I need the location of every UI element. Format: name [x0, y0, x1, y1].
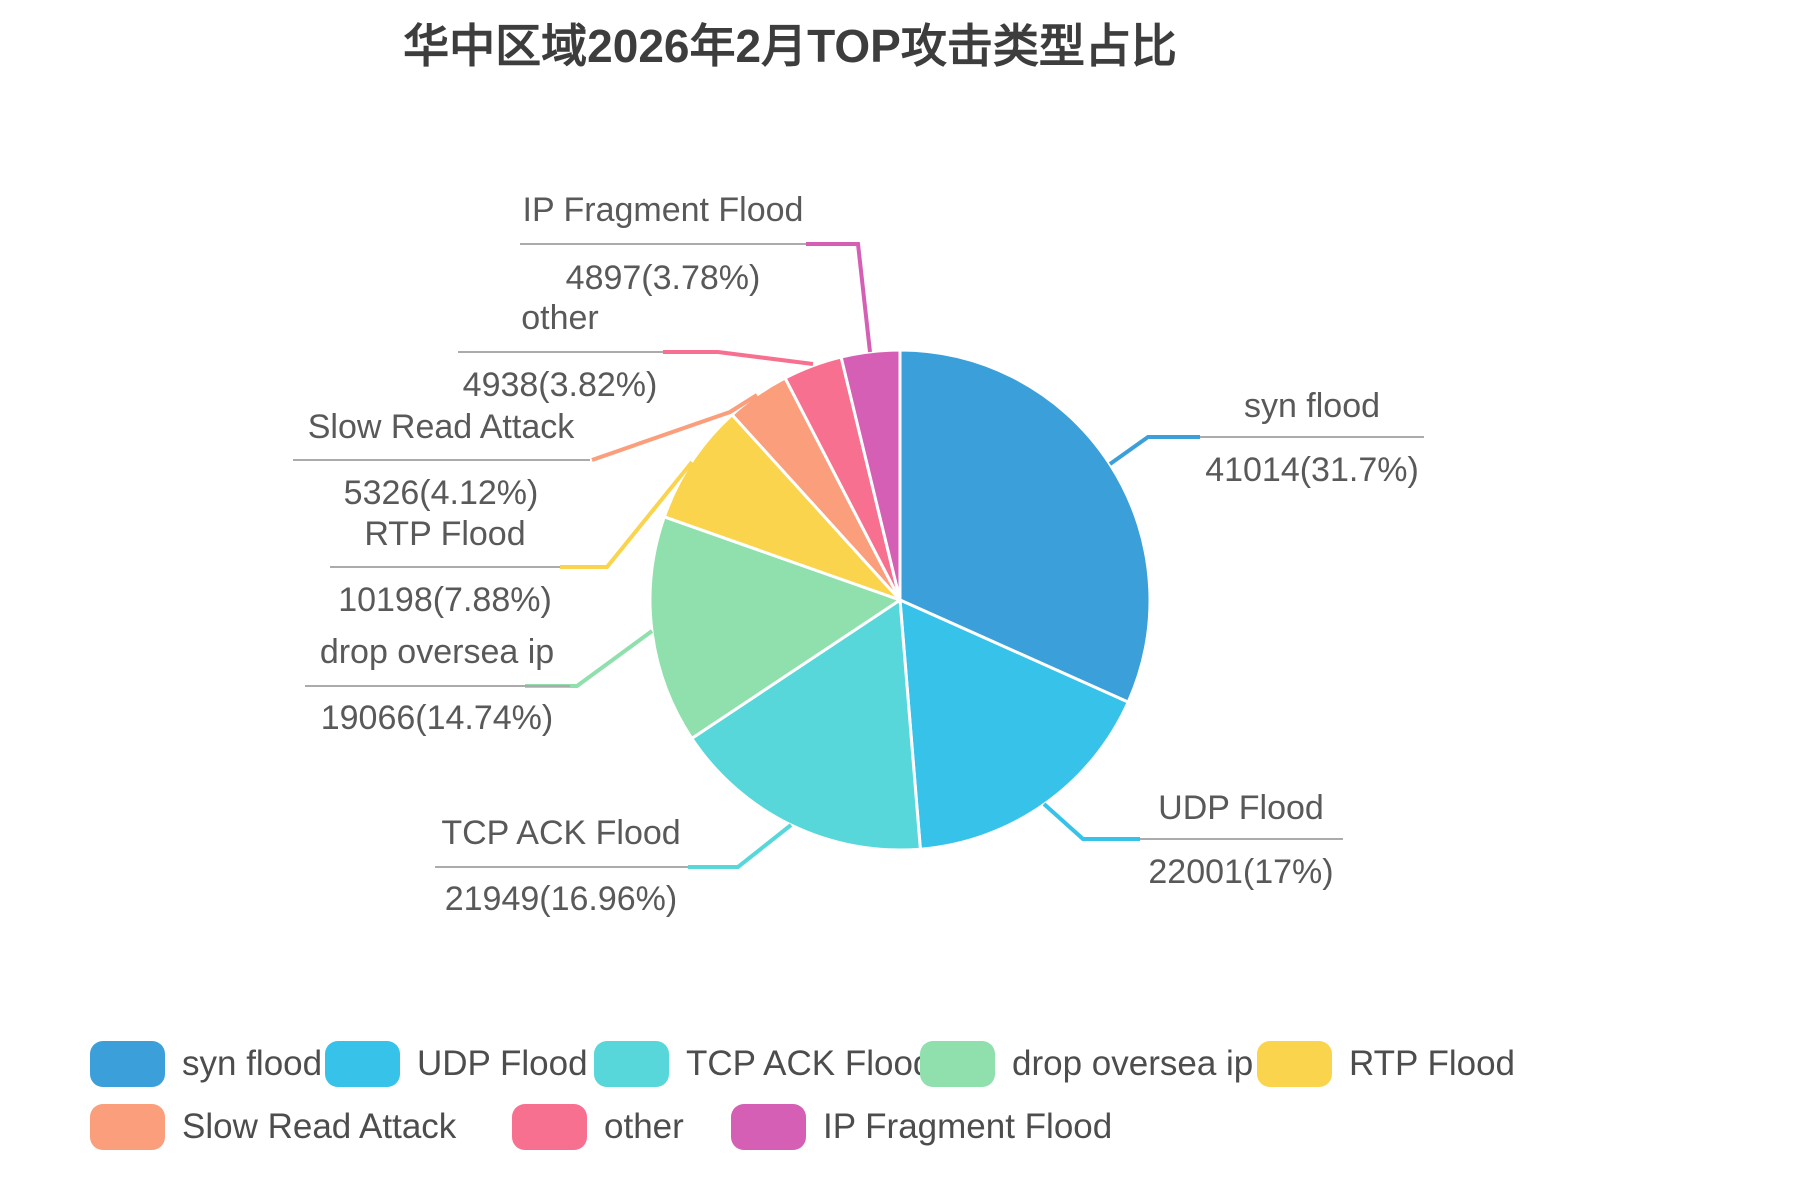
legend-item-syn-flood[interactable]: syn flood [90, 1040, 322, 1088]
label-leader-line [591, 393, 759, 462]
legend-label: Slow Read Attack [182, 1107, 457, 1146]
label-value: 19066(14.74%) [321, 699, 554, 737]
legend-label: UDP Flood [417, 1044, 588, 1083]
label-name: IP Fragment Flood [523, 191, 804, 229]
label-name: syn flood [1244, 387, 1380, 425]
legend-label: syn flood [182, 1044, 323, 1083]
legend-label: TCP ACK Flood [686, 1044, 933, 1083]
chart-title: 华中区域2026年2月TOP攻击类型占比 [403, 20, 1177, 72]
label-name: TCP ACK Flood [441, 814, 680, 852]
label-leader-line [560, 460, 694, 569]
legend-marker-icon [325, 1041, 400, 1087]
legend-item-drop-oversea-ip[interactable]: drop oversea ip [920, 1040, 1253, 1088]
pie-label-other: other 4938(3.82%) [458, 299, 814, 404]
legend-marker-icon [90, 1104, 165, 1150]
pie-slice-drop-oversea-ip[interactable] [648, 515, 902, 740]
legend-item-tcp-ack-flood[interactable]: TCP ACK Flood [594, 1040, 932, 1088]
label-leader-line [663, 350, 814, 366]
pie-label-tcp-ack-flood: TCP ACK Flood 21949(16.96%) [435, 814, 793, 918]
legend-marker-icon [594, 1041, 669, 1087]
label-value: 10198(7.88%) [338, 581, 552, 619]
label-value: 5326(4.12%) [344, 474, 539, 512]
legend-marker-icon [90, 1041, 165, 1087]
label-name: other [521, 299, 599, 337]
pie-label-slow-read-attack: Slow Read Attack 5326(4.12%) [293, 393, 759, 512]
label-value: 22001(17%) [1148, 853, 1333, 891]
pie-label-drop-oversea-ip: drop oversea ip 19066(14.74%) [305, 629, 654, 737]
label-name: UDP Flood [1158, 789, 1324, 827]
legend-item-slow-read-attack[interactable]: Slow Read Attack [90, 1103, 456, 1151]
legend-item-ip-fragment-flood[interactable]: IP Fragment Flood [731, 1103, 1112, 1151]
legend-label: RTP Flood [1349, 1044, 1516, 1083]
legend-item-rtp-flood[interactable]: RTP Flood [1257, 1040, 1515, 1088]
legend-label: drop oversea ip [1012, 1044, 1254, 1083]
label-name: RTP Flood [364, 515, 525, 553]
label-name: Slow Read Attack [308, 408, 575, 446]
label-leader-line [1042, 802, 1140, 841]
label-leader-line [688, 823, 793, 869]
pie-slice-rtp-flood[interactable] [662, 413, 902, 602]
label-name: drop oversea ip [320, 633, 554, 671]
pie-label-ip-fragment-flood: IP Fragment Flood 4897(3.78%) [520, 191, 872, 353]
legend-marker-icon [512, 1104, 587, 1150]
label-value: 41014(31.7%) [1205, 451, 1419, 489]
label-leader-line [806, 242, 872, 353]
label-value: 21949(16.96%) [445, 880, 678, 918]
label-leader-line [1108, 435, 1200, 466]
label-value: 4938(3.82%) [463, 366, 658, 404]
legend-label: IP Fragment Flood [823, 1107, 1113, 1146]
label-value: 4897(3.78%) [566, 259, 761, 297]
legend-marker-icon [1257, 1041, 1332, 1087]
pie-slice-syn-flood[interactable] [898, 348, 1152, 704]
legend-item-udp-flood[interactable]: UDP Flood [325, 1040, 588, 1088]
pie-slice-tcp-ack-flood[interactable] [690, 598, 922, 852]
legend-marker-icon [920, 1041, 995, 1087]
pie-label-udp-flood: UDP Flood 22001(17%) [1042, 789, 1343, 891]
legend-marker-icon [731, 1104, 806, 1150]
pie-label-syn-flood: syn flood 41014(31.7%) [1108, 387, 1424, 489]
pie-label-rtp-flood: RTP Flood 10198(7.88%) [330, 460, 694, 619]
legend-label: other [604, 1107, 684, 1146]
legend-item-other[interactable]: other [512, 1103, 684, 1151]
